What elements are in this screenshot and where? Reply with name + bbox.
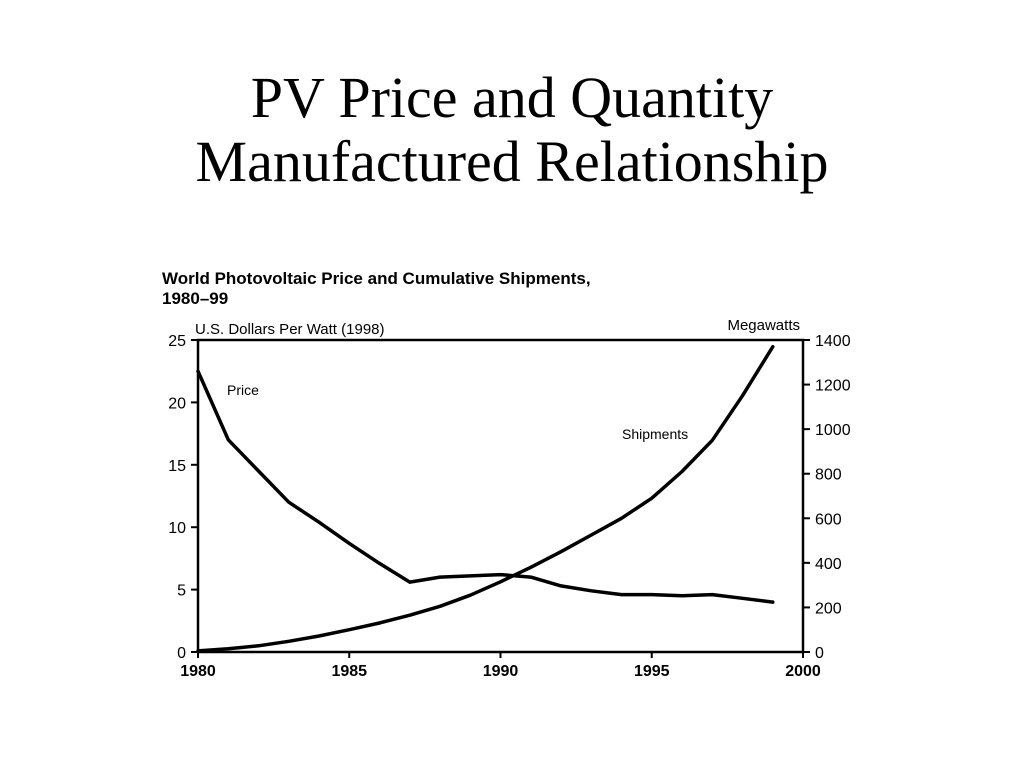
right-y-tick-label: 800 <box>815 467 842 484</box>
slide-title-line-2: Manufactured Relationship <box>195 129 829 194</box>
left-y-axis: 0 5 10 15 20 25 <box>168 333 198 662</box>
left-y-tick-label: 15 <box>168 458 186 475</box>
series-line-shipments <box>196 344 775 653</box>
right-y-tick-label: 1200 <box>815 378 851 395</box>
slide-title: PV Price and Quantity Manufactured Relat… <box>0 66 1024 194</box>
chart-subtitle: 1980–99 <box>162 289 228 308</box>
left-y-tick-label: 0 <box>177 645 186 662</box>
left-y-tick-label: 10 <box>168 520 186 537</box>
right-y-axis: 0 200 400 600 800 1000 1200 1400 <box>803 333 851 662</box>
left-y-tick-label: 20 <box>168 395 186 412</box>
left-axis-label: U.S. Dollars Per Watt (1998) <box>195 321 385 338</box>
x-axis: 1980 1985 1990 1995 2000 <box>180 652 821 680</box>
chart-title: World Photovoltaic Price and Cumulative … <box>162 269 591 288</box>
x-tick-label: 1980 <box>180 663 216 680</box>
series-group <box>196 344 775 653</box>
left-y-tick-label: 5 <box>177 583 186 600</box>
right-y-tick-label: 0 <box>815 645 824 662</box>
right-y-tick-label: 200 <box>815 600 842 617</box>
right-y-tick-label: 1000 <box>815 422 851 439</box>
series-label-price: Price <box>227 382 259 398</box>
right-y-tick-label: 400 <box>815 556 842 573</box>
right-y-tick-label: 1400 <box>815 333 851 350</box>
x-tick-label: 1995 <box>634 663 670 680</box>
series-line-price <box>196 369 775 604</box>
x-tick-label: 1990 <box>483 663 519 680</box>
right-axis-label: Megawatts <box>727 317 800 334</box>
x-tick-label: 2000 <box>785 663 821 680</box>
slide-title-line-1: PV Price and Quantity <box>250 65 774 130</box>
chart-figure: World Photovoltaic Price and Cumulative … <box>150 250 890 690</box>
series-label-shipments: Shipments <box>622 426 688 442</box>
chart-svg: World Photovoltaic Price and Cumulative … <box>162 269 851 680</box>
x-tick-label: 1985 <box>331 663 367 680</box>
right-y-tick-label: 600 <box>815 511 842 528</box>
left-y-tick-label: 25 <box>168 333 186 350</box>
plot-frame <box>196 338 805 654</box>
